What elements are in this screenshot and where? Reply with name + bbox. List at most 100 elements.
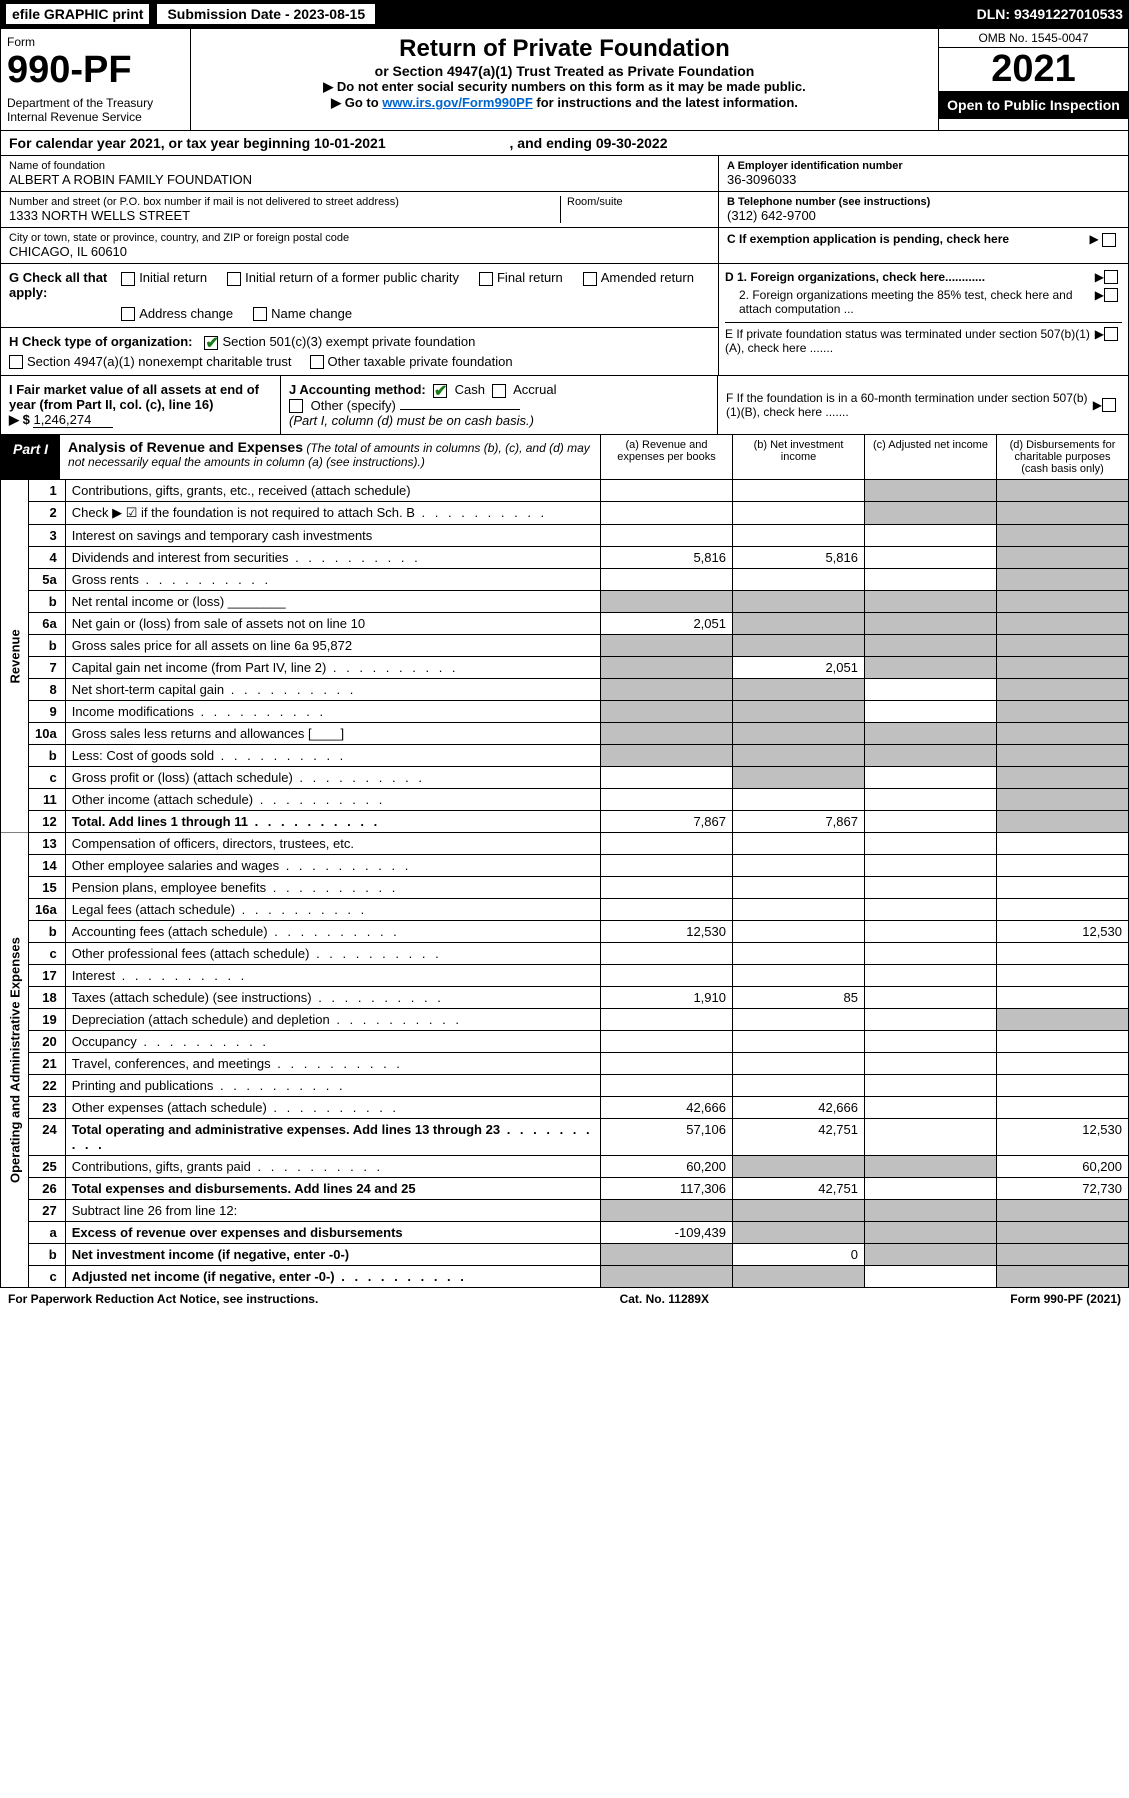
table-row: 2Check ▶ ☑ if the foundation is not requ… [1,502,1129,525]
telephone-label: B Telephone number (see instructions) [727,196,1120,208]
address-change-checkbox[interactable] [121,307,135,321]
table-row: 27Subtract line 26 from line 12: [1,1200,1129,1222]
table-row: bAccounting fees (attach schedule)12,530… [1,921,1129,943]
exemption-pending-checkbox[interactable] [1102,233,1116,247]
accrual-checkbox[interactable] [492,384,506,398]
foundation-name-label: Name of foundation [9,160,710,172]
cell-col-b: 42,666 [733,1097,865,1119]
line-description: Travel, conferences, and meetings [65,1053,600,1075]
initial-return-checkbox[interactable] [121,272,135,286]
foundation-name: ALBERT A ROBIN FAMILY FOUNDATION [9,172,710,187]
ssn-warning: ▶ Do not enter social security numbers o… [197,79,932,95]
part1-header: Part I Analysis of Revenue and Expenses … [0,435,1129,480]
line-description: Other expenses (attach schedule) [65,1097,600,1119]
omb-number: OMB No. 1545-0047 [939,29,1128,48]
table-row: 16aLegal fees (attach schedule) [1,899,1129,921]
cell-col-a: 2,051 [601,613,733,635]
cell-col-a [601,569,733,591]
line-description: Contributions, gifts, grants paid [65,1156,600,1178]
table-row: 11Other income (attach schedule) [1,789,1129,811]
amended-return-checkbox[interactable] [583,272,597,286]
foreign-org-checkbox[interactable] [1104,270,1118,284]
cell-col-a: 57,106 [601,1119,733,1156]
cell-col-b [733,480,865,502]
4947a1-checkbox[interactable] [9,355,23,369]
cell-col-a [601,1266,733,1288]
line-number: c [29,1266,66,1288]
cell-col-a [601,943,733,965]
efile-badge[interactable]: efile GRAPHIC print [6,4,149,24]
line-description: Subtract line 26 from line 12: [65,1200,600,1222]
line-description: Net investment income (if negative, ente… [65,1244,600,1266]
cell-col-b [733,723,865,745]
other-taxable-checkbox[interactable] [310,355,324,369]
cell-col-b: 7,867 [733,811,865,833]
table-row: bLess: Cost of goods sold [1,745,1129,767]
table-row: cGross profit or (loss) (attach schedule… [1,767,1129,789]
line-number: 27 [29,1200,66,1222]
cell-col-a [601,502,733,525]
line-number: 9 [29,701,66,723]
cell-col-c [865,723,997,745]
cell-col-c [865,1222,997,1244]
telephone-value: (312) 642-9700 [727,208,1120,223]
cell-col-a: 1,910 [601,987,733,1009]
form-word: Form [7,35,184,49]
accounting-method-label: J Accounting method: [289,382,426,397]
submission-date: Submission Date - 2023-08-15 [157,4,375,24]
table-row: 20Occupancy [1,1031,1129,1053]
line-description: Excess of revenue over expenses and disb… [65,1222,600,1244]
line-description: Income modifications [65,701,600,723]
cell-col-d [997,679,1129,701]
cell-col-c [865,811,997,833]
line-number: 6a [29,613,66,635]
cell-col-a [601,723,733,745]
line-description: Net gain or (loss) from sale of assets n… [65,613,600,635]
city-label: City or town, state or province, country… [9,232,710,244]
irs-link[interactable]: www.irs.gov/Form990PF [382,95,533,110]
501c3-checkbox[interactable] [204,336,218,350]
cell-col-b [733,1031,865,1053]
line-number: b [29,921,66,943]
table-row: 24Total operating and administrative exp… [1,1119,1129,1156]
cell-col-b [733,877,865,899]
terminated-checkbox[interactable] [1104,327,1118,341]
cell-col-a: 5,816 [601,547,733,569]
foreign-85-checkbox[interactable] [1104,288,1118,302]
cell-col-d [997,613,1129,635]
other-method-checkbox[interactable] [289,399,303,413]
cell-col-b [733,1053,865,1075]
cell-col-a [601,480,733,502]
cell-col-c [865,767,997,789]
cell-col-b: 85 [733,987,865,1009]
section-g: G Check all that apply: Initial return I… [0,264,719,328]
table-row: Revenue1Contributions, gifts, grants, et… [1,480,1129,502]
cell-col-c [865,745,997,767]
cell-col-c [865,635,997,657]
cell-col-d [997,525,1129,547]
cell-col-c [865,1119,997,1156]
cell-col-d [997,1009,1129,1031]
cash-checkbox[interactable] [433,384,447,398]
table-row: cAdjusted net income (if negative, enter… [1,1266,1129,1288]
cell-col-d [997,657,1129,679]
cell-col-c [865,921,997,943]
cell-col-a [601,789,733,811]
cell-col-d [997,833,1129,855]
60month-checkbox[interactable] [1102,398,1116,412]
cell-col-c [865,1200,997,1222]
line-description: Other professional fees (attach schedule… [65,943,600,965]
initial-former-checkbox[interactable] [227,272,241,286]
final-return-checkbox[interactable] [479,272,493,286]
line-number: b [29,635,66,657]
table-row: 14Other employee salaries and wages [1,855,1129,877]
goto-note: ▶ Go to www.irs.gov/Form990PF for instru… [197,95,932,111]
line-description: Adjusted net income (if negative, enter … [65,1266,600,1288]
line-description: Accounting fees (attach schedule) [65,921,600,943]
line-description: Legal fees (attach schedule) [65,899,600,921]
table-row: 3Interest on savings and temporary cash … [1,525,1129,547]
name-change-checkbox[interactable] [253,307,267,321]
line-number: b [29,1244,66,1266]
cell-col-c [865,569,997,591]
line-number: 26 [29,1178,66,1200]
